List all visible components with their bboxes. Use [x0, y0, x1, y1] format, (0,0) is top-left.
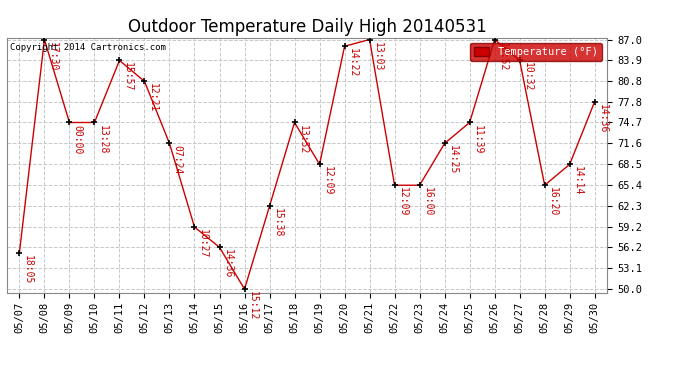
Text: 10:27: 10:27	[197, 229, 208, 258]
Text: 14:36: 14:36	[598, 104, 608, 133]
Text: 18:05: 18:05	[22, 255, 32, 284]
Text: 13:03: 13:03	[373, 42, 382, 71]
Legend: Temperature (°F): Temperature (°F)	[470, 43, 602, 61]
Title: Outdoor Temperature Daily High 20140531: Outdoor Temperature Daily High 20140531	[128, 18, 486, 36]
Text: 14:22: 14:22	[348, 48, 357, 78]
Text: 16:00: 16:00	[422, 187, 433, 217]
Text: 12:21: 12:21	[148, 83, 157, 113]
Text: 12:09: 12:09	[397, 187, 408, 217]
Text: 07:24: 07:24	[172, 146, 182, 175]
Text: 12:09: 12:09	[322, 166, 333, 196]
Text: 17:30: 17:30	[48, 42, 57, 71]
Text: 10:52: 10:52	[497, 42, 508, 71]
Text: 15:57: 15:57	[122, 63, 132, 92]
Text: 11:39: 11:39	[473, 124, 482, 154]
Text: 15:38: 15:38	[273, 208, 282, 237]
Text: 00:00: 00:00	[72, 124, 82, 154]
Text: 14:14: 14:14	[573, 166, 582, 196]
Text: 16:20: 16:20	[548, 187, 558, 217]
Text: 13:28: 13:28	[97, 124, 108, 154]
Text: 14:25: 14:25	[448, 146, 457, 175]
Text: 10:32: 10:32	[522, 63, 533, 92]
Text: 14:36: 14:36	[222, 249, 233, 279]
Text: 15:12: 15:12	[248, 291, 257, 321]
Text: 13:52: 13:52	[297, 124, 308, 154]
Text: Copyright 2014 Cartronics.com: Copyright 2014 Cartronics.com	[10, 43, 166, 52]
